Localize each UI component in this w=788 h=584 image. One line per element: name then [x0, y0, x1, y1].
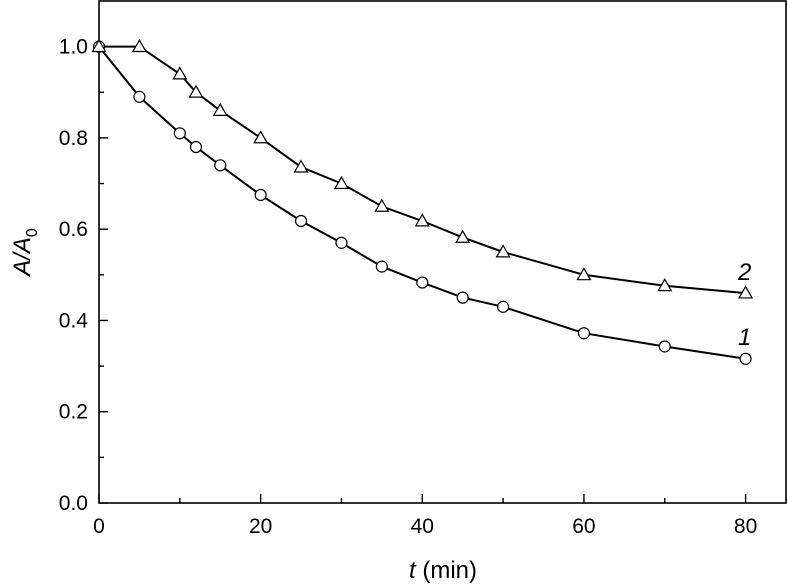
series-1-point	[254, 188, 267, 202]
series-1-point	[416, 276, 429, 289]
series-2-point	[293, 159, 309, 173]
series-2-point	[374, 198, 390, 212]
series-1-point	[335, 236, 348, 249]
series-2-point	[657, 278, 673, 292]
x-tick-label: 60	[572, 515, 595, 538]
series-markers	[91, 38, 754, 365]
series-2-point	[495, 244, 511, 258]
series-1-point	[577, 327, 591, 340]
axis-ticks	[98, 45, 747, 504]
plot-frame	[98, 0, 787, 504]
series-2-point	[414, 213, 430, 227]
series-1-point	[214, 159, 227, 172]
series-2-point	[131, 38, 147, 53]
series-1-point	[497, 300, 510, 313]
series-2-point	[576, 267, 592, 281]
series-2-point	[188, 84, 204, 98]
x-tick-label: 0	[93, 515, 105, 538]
series-1-point	[739, 352, 752, 365]
y-axis-title: A/A0	[9, 228, 41, 278]
curve-label-2: 2	[737, 259, 751, 286]
x-tick-label: 80	[734, 515, 757, 538]
x-axis-unit: (min)	[416, 557, 477, 584]
y-tick-label: 1.0	[59, 36, 88, 59]
curve-label-1: 1	[738, 324, 751, 351]
x-axis-variable: t	[409, 557, 417, 584]
series-2-point	[738, 285, 754, 299]
y-tick-label: 0.0	[59, 492, 88, 515]
y-tick-labels: 0.0 0.2 0.4 0.6 0.8 1.0	[59, 36, 89, 515]
series-2-point	[212, 102, 228, 117]
y-tick-label: 0.2	[59, 401, 88, 424]
y-tick-label: 0.6	[59, 218, 88, 241]
series-1-point	[133, 90, 146, 103]
series-1-point	[456, 291, 469, 304]
y-axis-subscript: 0	[24, 228, 41, 237]
series-2-line	[99, 45, 746, 295]
y-tick-label: 0.4	[59, 309, 89, 332]
series-2-point	[455, 229, 471, 243]
series-1-point	[173, 127, 186, 140]
x-tick-label: 20	[249, 515, 272, 538]
series-1-point	[375, 260, 388, 273]
series-2-point	[333, 175, 350, 190]
series-1-point	[189, 140, 203, 154]
x-tick-label: 40	[411, 515, 434, 538]
series-2-point	[91, 38, 107, 53]
series-1-point	[658, 340, 671, 353]
series-1-point	[294, 214, 308, 228]
series-2-point	[172, 66, 188, 80]
y-axis-main: A/A	[9, 237, 36, 278]
y-tick-label: 0.8	[59, 127, 88, 150]
series-2-point	[253, 130, 269, 144]
x-axis-title: t (min)	[409, 557, 477, 584]
x-tick-labels: 0 20 40 60 80	[93, 515, 757, 538]
